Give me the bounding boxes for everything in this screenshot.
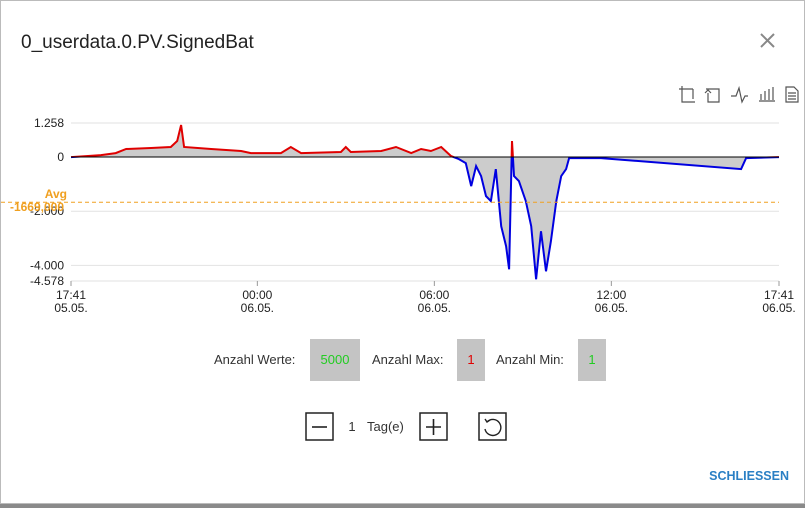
y-tick-label: -4.000: [30, 258, 64, 272]
average-label: Avg: [45, 187, 67, 201]
toolbar: [679, 85, 799, 104]
y-tick-label: 0: [57, 150, 64, 164]
zoom-icon[interactable]: [679, 86, 695, 103]
x-tick-label: 06:00 06.05.: [418, 288, 451, 315]
x-tick-label: 00:00 06.05.: [241, 288, 274, 315]
stat-value: 1: [588, 352, 595, 367]
stat-label: Anzahl Max:: [372, 352, 444, 367]
range-unit: Tag(e): [367, 419, 404, 434]
stat-value: 1: [467, 352, 474, 367]
data-icon[interactable]: [785, 86, 799, 103]
x-tick-label: 17:41 06.05.: [762, 288, 795, 315]
close-button[interactable]: SCHLIESSEN: [709, 469, 789, 483]
x-tick-label: 12:00 06.05.: [595, 288, 628, 315]
stat-label: Anzahl Werte:: [214, 352, 295, 367]
y-tick-label: 1.258: [34, 116, 64, 130]
dialog-title: 0_userdata.0.PV.SignedBat: [21, 32, 254, 53]
y-tick-label: -4.578: [30, 274, 64, 288]
y-tick-label: -2.000: [30, 204, 64, 218]
reset-icon: [484, 418, 502, 437]
average-value: -1669,000: [10, 200, 64, 214]
stat-box: [578, 339, 606, 381]
line-icon[interactable]: [731, 85, 748, 104]
bar-icon[interactable]: [759, 87, 775, 102]
line: [70, 124, 780, 280]
reset-zoom-icon[interactable]: [704, 88, 720, 103]
x-tick-label: 17:41 05.05.: [54, 288, 87, 315]
stat-box: [310, 339, 360, 381]
range-controls: 1 Tag(e): [305, 412, 507, 441]
stat-value: 5000: [321, 352, 350, 367]
close-icon[interactable]: [760, 33, 775, 48]
stat-box: [457, 339, 485, 381]
plus-icon: [426, 419, 441, 435]
stats-row: Anzahl Werte: 5000 Anzahl Max: 1 Anzahl Min:…: [214, 339, 606, 381]
area: [71, 125, 779, 280]
stat-label: Anzahl Min:: [496, 352, 564, 367]
range-value: 1: [348, 419, 355, 434]
